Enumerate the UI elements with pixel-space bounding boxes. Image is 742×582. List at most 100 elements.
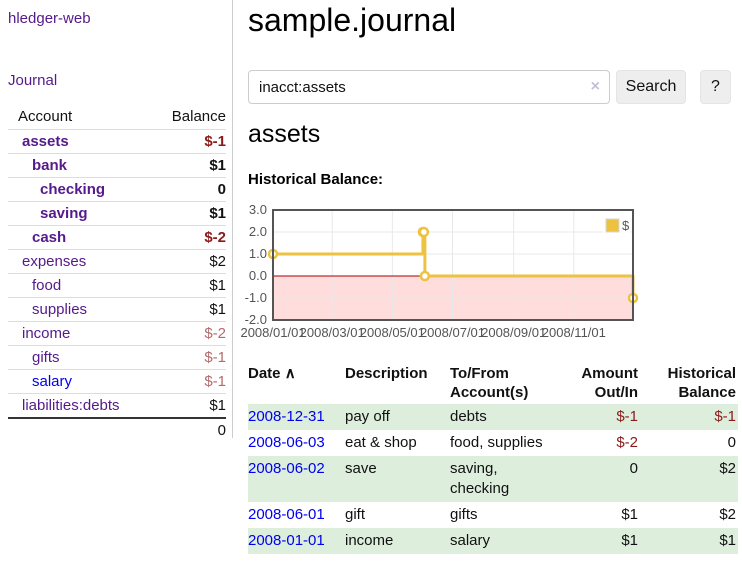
legend-swatch (605, 218, 620, 233)
account-balance: $-1 (204, 373, 226, 390)
account-row: supplies $1 (8, 297, 226, 322)
transaction-accounts: gifts (450, 506, 478, 523)
account-row: salary $-1 (8, 369, 226, 394)
transaction-balance: $2 (640, 456, 738, 502)
x-axis-tick-label: 2008/03/01 (300, 325, 365, 340)
transaction-balance: 0 (727, 434, 736, 451)
transaction-row: 2008-06-03 eat & shop food, supplies $-2 0 (248, 430, 738, 456)
chart-data-point (419, 270, 431, 282)
balance-chart-svg: $3.0 2.0 1.0 0.0 -1.0 -2.02008/01/012008/03/0… (240, 202, 639, 340)
register-header-date[interactable]: Date ∧ (248, 365, 296, 382)
account-link-assets[interactable]: assets (22, 133, 69, 150)
y-axis-tick-label: 1.0 (249, 246, 267, 261)
y-axis-tick-label: 2.0 (249, 224, 267, 239)
account-balance: $1 (209, 397, 226, 414)
transaction-amount: $1 (621, 506, 638, 523)
y-axis-tick-label: 3.0 (249, 202, 267, 217)
account-link-expenses[interactable]: expenses (22, 253, 87, 270)
accounts-total-row: 0 (8, 418, 226, 442)
accounts-header-balance: Balance (171, 108, 226, 125)
account-balance: $-2 (204, 325, 226, 342)
account-balance: $-1 (204, 349, 226, 366)
account-balance: $2 (209, 253, 226, 270)
transaction-accounts: food, supplies (450, 434, 543, 451)
account-balance: $-1 (204, 133, 226, 150)
chart-data-point (418, 226, 430, 238)
account-balance: 0 (217, 181, 226, 198)
transaction-description: eat & shop (345, 434, 417, 451)
account-link-bank[interactable]: bank (32, 157, 68, 174)
brand-link[interactable]: hledger-web (8, 10, 91, 27)
account-row: cash $-2 (8, 225, 226, 250)
transaction-accounts: saving, checking (450, 456, 565, 502)
transaction-date-link[interactable]: 2008-01-01 (248, 532, 325, 549)
accounts-table-header-row: Account Balance (8, 104, 226, 130)
transaction-amount: $-2 (616, 434, 638, 451)
balance-chart: $3.0 2.0 1.0 0.0 -1.0 -2.0 2008/01/01 2008/03/0… (240, 202, 663, 346)
account-row: saving $1 (8, 201, 226, 226)
sidebar-divider (232, 0, 233, 438)
x-axis-tick-label: 2008/07/01 (420, 325, 485, 340)
transaction-accounts: debts (450, 404, 565, 430)
register-header-row: Date ∧ Description To/From Account(s) Amo… (248, 362, 738, 404)
account-row: expenses $2 (8, 249, 226, 274)
account-link-supplies[interactable]: supplies (32, 301, 88, 318)
transaction-row: 2008-06-02 save saving, checking 0 $2 (248, 456, 738, 502)
transaction-row: 2008-06-01 gift gifts $1 $2 (248, 502, 738, 528)
account-balance: $1 (209, 277, 226, 294)
account-link-saving[interactable]: saving (40, 205, 88, 222)
account-link-food[interactable]: food (32, 277, 62, 294)
search-bar: × Search ? (248, 70, 742, 104)
account-balance: $1 (209, 157, 226, 174)
transaction-row: 2008-12-31 pay off debts $-1 $-1 (248, 404, 738, 430)
account-link-income[interactable]: income (22, 325, 71, 342)
search-button[interactable]: Search (616, 70, 686, 104)
transaction-amount: 0 (565, 456, 640, 502)
x-axis-tick-label: 2008/09/01 (481, 325, 546, 340)
clear-search-icon[interactable]: × (590, 78, 600, 95)
account-row: checking 0 (8, 177, 226, 202)
account-link-salary[interactable]: salary (32, 373, 73, 390)
legend-label: $ (622, 218, 630, 233)
transaction-amount: $1 (565, 528, 640, 554)
register-header-description: Description (345, 365, 428, 382)
transaction-row: 2008-01-01 income salary $1 $1 (248, 528, 738, 554)
account-row: food $1 (8, 273, 226, 298)
transaction-balance: $-1 (640, 404, 738, 430)
x-axis-tick-label: 2008/05/01 (360, 325, 425, 340)
x-axis-tick-label: 2008/01/01 (240, 325, 305, 340)
transaction-date-link[interactable]: 2008-06-03 (248, 434, 325, 451)
search-box: × (248, 70, 610, 104)
transaction-amount: $-1 (565, 404, 640, 430)
account-link-liabilities-debts[interactable]: liabilities:debts (22, 397, 120, 414)
transaction-date-link[interactable]: 2008-12-31 (248, 408, 325, 425)
transaction-description: save (345, 456, 450, 502)
help-button[interactable]: ? (700, 70, 731, 104)
account-row: assets $-1 (8, 129, 226, 154)
account-balance: $1 (209, 205, 226, 222)
transaction-date-link[interactable]: 2008-06-01 (248, 506, 325, 523)
y-axis-tick-label: 0.0 (249, 268, 267, 283)
register-header-balance: Historical Balance (667, 365, 736, 401)
main-content: sample.journal × Search ? assets Histori… (240, 0, 742, 582)
account-row: liabilities:debts $1 (8, 393, 226, 419)
y-axis-tick-label: -1.0 (245, 290, 267, 305)
sidebar-item-journal[interactable]: Journal (8, 72, 58, 89)
chart-title: Historical Balance: (248, 171, 384, 188)
transaction-date-link[interactable]: 2008-06-02 (248, 460, 325, 477)
search-input[interactable] (249, 71, 609, 103)
account-balance: $-2 (204, 229, 226, 246)
account-heading: assets (248, 120, 321, 148)
transaction-balance: $2 (719, 506, 736, 523)
account-link-checking[interactable]: checking (40, 181, 106, 198)
transaction-balance: $1 (640, 528, 738, 554)
account-link-gifts[interactable]: gifts (32, 349, 60, 366)
transaction-description: gift (345, 506, 366, 523)
x-axis-tick-label: 2008/11/01 (542, 325, 606, 340)
transaction-description: income (345, 528, 450, 554)
account-row: gifts $-1 (8, 345, 226, 370)
account-row: bank $1 (8, 153, 226, 178)
sidebar: hledger-web Journal Account Balance asse… (0, 0, 232, 582)
account-link-cash[interactable]: cash (32, 229, 67, 246)
sort-ascending-icon: ∧ (284, 365, 296, 382)
